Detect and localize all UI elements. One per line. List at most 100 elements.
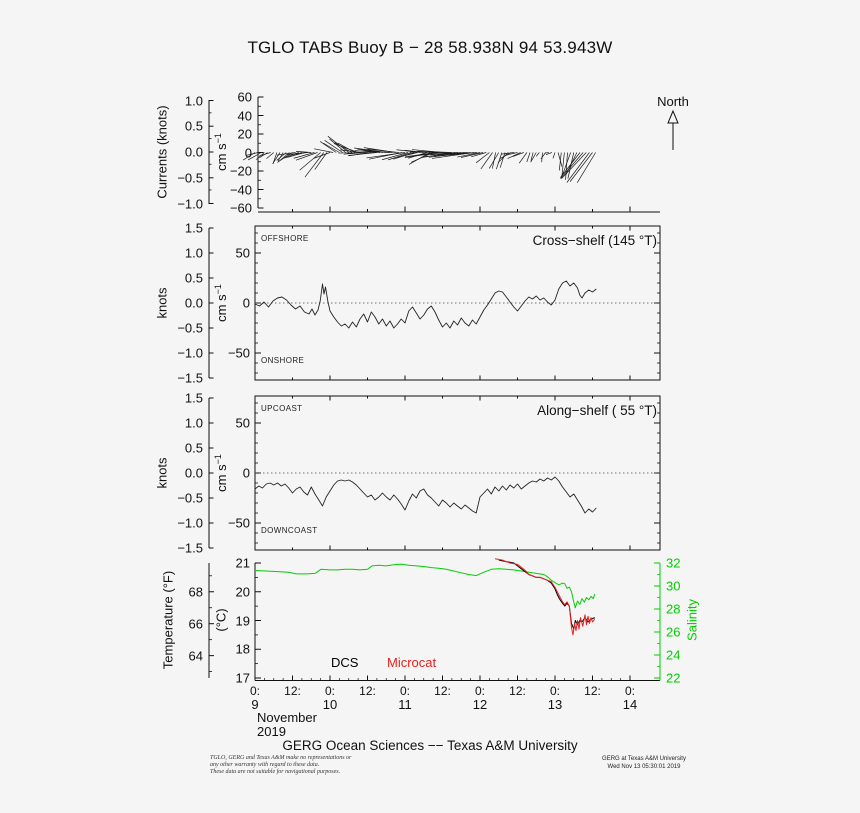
current-stick — [381, 152, 409, 161]
current-stick — [540, 152, 546, 160]
y-tick-label: 0 — [242, 465, 250, 481]
current-stick — [561, 152, 587, 179]
north-label: North — [657, 94, 689, 109]
current-stick — [323, 142, 340, 153]
current-stick — [480, 152, 493, 170]
current-stick — [530, 152, 534, 161]
x-tick-label: 12: — [584, 684, 601, 698]
credit-right-line-2: Wed Nov 13 05:30:01 2019 — [607, 763, 681, 770]
y-tick-label: 40 — [237, 108, 252, 123]
current-stick — [285, 152, 299, 158]
current-stick — [471, 152, 487, 158]
current-stick — [405, 152, 437, 158]
current-stick — [286, 152, 309, 155]
current-stick — [347, 152, 377, 156]
disclaimer-line-3: These data are not suitable for navigati… — [210, 769, 341, 775]
credit-right: GERG at Texas A&M University Wed Nov 13 … — [596, 756, 692, 771]
x-tick-label: 0: — [624, 684, 636, 698]
current-stick — [324, 140, 343, 153]
current-stick — [501, 152, 515, 155]
y-tick-label: 0.5 — [184, 440, 203, 456]
disclaimer-line-2: any other warranty with regard to these … — [210, 762, 320, 768]
current-stick — [460, 152, 484, 158]
current-stick — [295, 151, 312, 153]
current-stick — [417, 150, 452, 153]
current-stick — [304, 152, 325, 178]
day-tick-label: 12 — [472, 697, 488, 712]
y-tick-label: −0.5 — [177, 170, 203, 186]
current-stick — [247, 152, 262, 161]
current-stick — [497, 152, 509, 164]
y-tick-label: 0.0 — [184, 465, 203, 481]
y-tick-label: 0.0 — [184, 295, 203, 311]
current-stick — [530, 152, 537, 163]
current-stick — [560, 152, 581, 178]
superscript: −1 — [212, 284, 223, 295]
y-tick-label: −1.0 — [177, 196, 203, 211]
current-stick — [576, 152, 596, 183]
current-stick — [259, 152, 271, 157]
current-stick — [518, 152, 528, 164]
along-shelf-line — [254, 476, 597, 514]
y-tick-label: 1.0 — [184, 415, 203, 431]
y-tick-label: −50 — [227, 345, 250, 361]
current-stick — [496, 152, 503, 170]
y-tick-label: 32 — [666, 555, 681, 571]
y-tick-label: −1.5 — [177, 540, 203, 556]
current-stick — [337, 142, 356, 153]
y-tick-label: 24 — [666, 647, 681, 663]
y-tick-label: −0.5 — [177, 490, 203, 506]
current-stick — [255, 152, 265, 160]
current-stick — [388, 152, 412, 161]
y-tick-label: −1.5 — [177, 370, 203, 386]
current-stick — [569, 152, 593, 182]
x-tick-label: 0: — [549, 684, 561, 698]
y-tick-label: −40 — [229, 182, 252, 197]
current-stick — [259, 152, 268, 159]
cross-shelf-title: Cross−shelf (145 °T) — [532, 233, 657, 248]
y-tick-label: 22 — [666, 670, 681, 686]
y-tick-label: 28 — [666, 601, 681, 617]
current-stick — [276, 152, 296, 156]
day-tick-label: 9 — [251, 697, 259, 712]
current-stick — [314, 148, 334, 153]
x-tick-label: 0: — [474, 684, 486, 698]
y-tick-label: 0 — [244, 145, 252, 160]
y-tick-label: 1.0 — [184, 245, 203, 261]
y-tick-label: 19 — [235, 613, 250, 628]
page-title: TGLO TABS Buoy B − 28 58.938N 94 53.943W — [247, 38, 613, 57]
current-stick — [457, 152, 481, 158]
current-stick — [437, 152, 477, 157]
y-tick-label: 0.5 — [184, 118, 203, 134]
current-stick — [507, 152, 521, 159]
current-stick — [333, 143, 359, 153]
y-tick-label: 0.0 — [184, 144, 203, 160]
current-stick — [314, 152, 328, 170]
disclaimer-line-1: TGLO, GERG and Texas A&M make no represe… — [210, 755, 352, 761]
month-label: November — [257, 710, 317, 725]
y-tick-label: −50 — [227, 515, 250, 531]
current-stick — [475, 152, 490, 164]
current-stick — [566, 152, 590, 183]
microcat-temperature-line — [494, 558, 596, 636]
current-stick — [272, 152, 281, 164]
current-stick — [346, 152, 374, 154]
y-tick-label: −60 — [229, 200, 252, 216]
y-tick-label: 64 — [188, 648, 203, 664]
salinity-line — [254, 563, 596, 609]
y-tick-label: 0 — [242, 295, 250, 311]
cross-shelf-line — [254, 280, 597, 329]
current-stick — [561, 152, 565, 178]
legend-microcat: Microcat — [387, 655, 437, 670]
y-tick-label: 50 — [235, 415, 250, 431]
current-stick — [560, 152, 584, 179]
y-tick-label: 50 — [235, 245, 250, 261]
upcoast-annotation: UPCOAST — [261, 404, 303, 413]
current-stick — [266, 152, 274, 159]
current-stick — [499, 152, 506, 168]
current-stick — [535, 152, 540, 157]
y-tick-label: 0.5 — [184, 270, 203, 286]
y-tick-label: 26 — [666, 624, 681, 640]
y-tick-label: 1.5 — [184, 390, 203, 406]
